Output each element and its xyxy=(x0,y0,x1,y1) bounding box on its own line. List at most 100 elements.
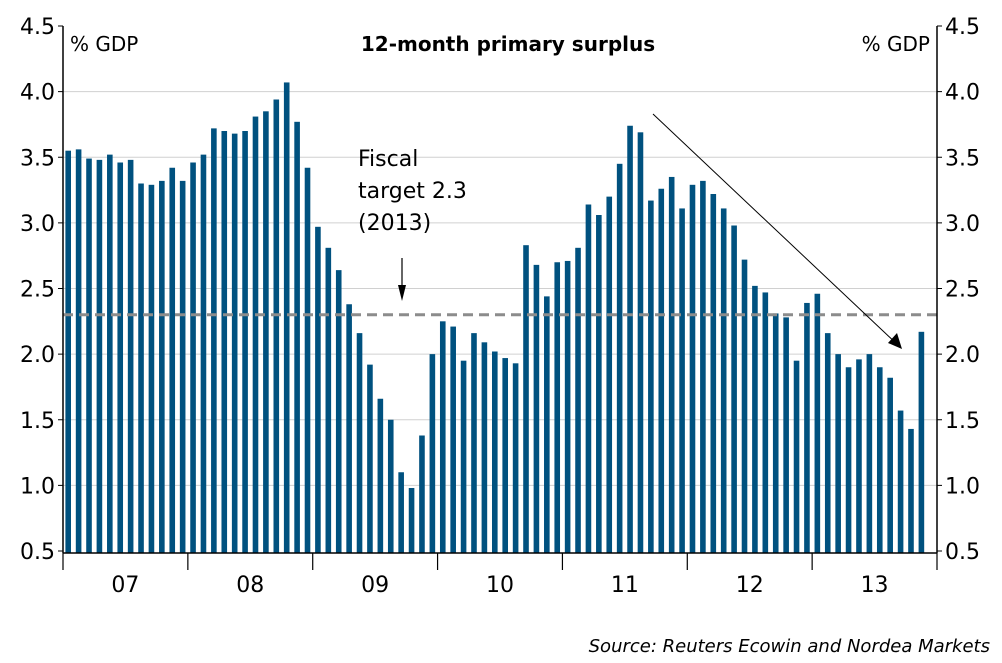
bar xyxy=(804,302,810,553)
x-year-label: 09 xyxy=(361,573,389,598)
y-tick-label-left: 2.5 xyxy=(20,278,55,303)
y-tick-label-right: 3.0 xyxy=(945,212,980,237)
bar xyxy=(398,472,404,553)
bar xyxy=(107,154,113,553)
bar xyxy=(700,180,706,553)
right-y-tick-labels: 0.5 1.0 1.5 2.0 2.5 3.0 3.5 4.0 4.5 xyxy=(945,15,980,565)
bar xyxy=(221,131,228,553)
x-year-label: 11 xyxy=(611,573,639,598)
x-year-label: 12 xyxy=(736,573,764,598)
bar xyxy=(876,367,883,553)
bar xyxy=(335,270,342,553)
bar xyxy=(554,262,561,553)
bar xyxy=(419,435,425,553)
y-tick-label-right: 2.5 xyxy=(945,278,980,303)
bar xyxy=(439,321,446,553)
bar xyxy=(523,245,529,553)
bar xyxy=(304,167,311,553)
bar xyxy=(294,121,300,553)
bar xyxy=(502,358,509,553)
bar xyxy=(814,293,821,553)
axes xyxy=(62,26,938,554)
gridlines xyxy=(58,25,942,552)
bar xyxy=(835,354,841,553)
down-arrow-icon xyxy=(398,258,406,301)
bar xyxy=(273,99,280,553)
source-note: Source: Reuters Ecowin and Nordea Market… xyxy=(589,636,990,657)
bar xyxy=(408,488,415,553)
bar xyxy=(616,163,623,553)
bar xyxy=(190,162,196,553)
bar xyxy=(731,225,737,553)
bar xyxy=(679,208,685,553)
bar xyxy=(96,159,103,553)
y-tick-label-right: 2.0 xyxy=(945,343,980,368)
bar xyxy=(86,158,92,553)
bar xyxy=(544,296,550,553)
bar xyxy=(471,333,477,553)
bar xyxy=(127,159,134,553)
bar xyxy=(918,331,925,553)
bar xyxy=(159,180,165,553)
bar xyxy=(575,247,581,553)
bar xyxy=(637,132,644,553)
y-tick-label-right: 0.5 xyxy=(945,540,980,565)
right-unit-label: % GDP xyxy=(862,32,930,56)
y-tick-label-left: 3.0 xyxy=(20,212,55,237)
bar xyxy=(772,313,779,553)
left-y-tick-labels: 0.5 1.0 1.5 2.0 2.5 3.0 3.5 4.0 4.5 xyxy=(20,15,55,565)
bar xyxy=(450,326,456,553)
x-year-label: 13 xyxy=(861,573,889,598)
y-tick-label-right: 3.5 xyxy=(945,146,980,171)
bar xyxy=(263,111,269,553)
y-tick-label-left: 1.0 xyxy=(20,474,55,499)
bar xyxy=(231,133,238,553)
fiscal-target-annotation-line2: target 2.3 xyxy=(358,179,467,204)
fiscal-target-annotation-line1: Fiscal xyxy=(358,147,418,172)
trend-arrow-icon xyxy=(652,113,902,349)
bar xyxy=(856,359,862,553)
bar xyxy=(606,196,613,553)
y-tick-label-left: 4.5 xyxy=(20,15,55,40)
bar xyxy=(429,354,436,553)
bar xyxy=(908,428,914,553)
y-tick-label-right: 1.5 xyxy=(945,409,980,434)
bar xyxy=(315,226,321,553)
bar xyxy=(741,259,748,553)
y-tick-label-right: 4.0 xyxy=(945,81,980,106)
bar xyxy=(367,364,373,553)
bar xyxy=(283,82,290,553)
bar xyxy=(648,200,654,553)
y-tick-label-left: 3.5 xyxy=(20,146,55,171)
x-year-label: 10 xyxy=(486,573,514,598)
bar xyxy=(887,377,893,553)
bar xyxy=(148,184,155,553)
bar xyxy=(242,131,248,553)
x-year-label: 07 xyxy=(111,573,139,598)
bar xyxy=(179,180,186,553)
bar xyxy=(200,154,207,553)
bar xyxy=(346,304,352,553)
bar xyxy=(585,204,592,553)
bar xyxy=(845,367,852,553)
bar xyxy=(533,264,540,553)
bar xyxy=(460,360,467,553)
x-year-labels: 07 08 09 10 11 12 13 xyxy=(62,553,938,598)
y-tick-label-left: 0.5 xyxy=(20,540,55,565)
bar xyxy=(689,184,696,553)
bar xyxy=(512,363,519,553)
bar xyxy=(356,333,363,553)
bar xyxy=(762,292,769,553)
bar xyxy=(564,260,571,553)
bar xyxy=(752,285,758,553)
bar xyxy=(491,351,498,553)
bar xyxy=(897,410,904,553)
bar xyxy=(211,128,217,553)
bar xyxy=(138,183,144,553)
bar xyxy=(710,194,717,553)
bar xyxy=(793,360,800,553)
y-tick-label-left: 2.0 xyxy=(20,343,55,368)
bar xyxy=(668,176,675,553)
x-year-label: 08 xyxy=(236,573,264,598)
